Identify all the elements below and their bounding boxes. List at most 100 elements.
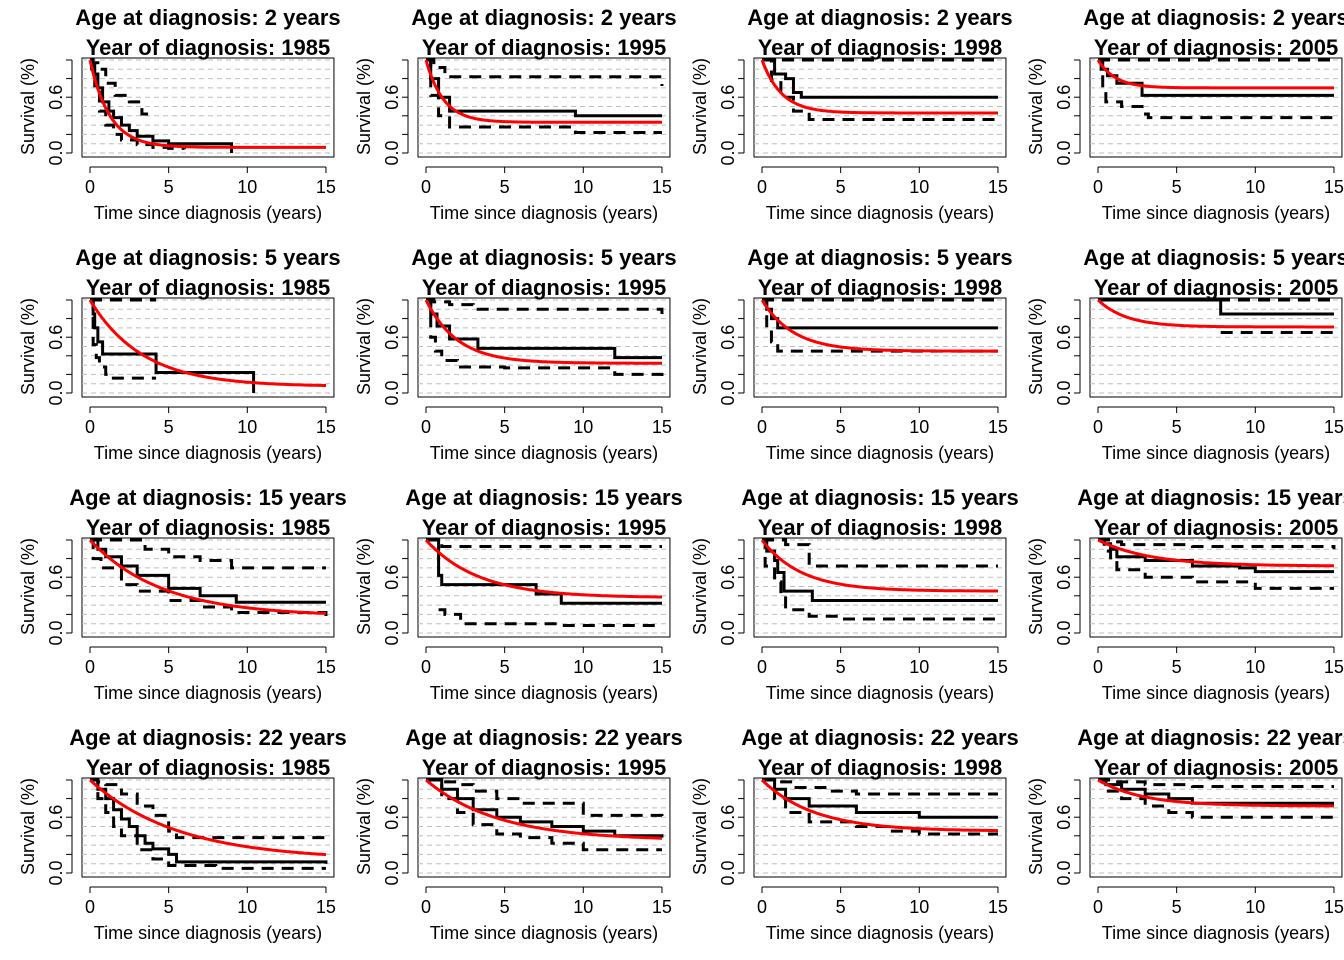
x-axis-label: Time since diagnosis (years) — [430, 443, 658, 463]
x-tick-label: 15 — [988, 657, 1008, 677]
panel-title-age: Age at diagnosis: 2 years — [75, 5, 340, 30]
x-tick-label: 10 — [909, 177, 929, 197]
survival-panel-6: 0 5 10 15 0.0 0.6 Survival (%) Time since diagn… — [690, 245, 1013, 463]
ci-lower-line — [1098, 778, 1334, 819]
x-axis-label: Time since diagnosis (years) — [94, 923, 322, 943]
x-tick-label: 15 — [316, 417, 336, 437]
plot-area — [417, 57, 671, 158]
ci-upper-line — [426, 778, 664, 818]
x-tick-label: 5 — [836, 417, 846, 437]
model-curve — [1097, 778, 1334, 808]
x-tick-label: 5 — [836, 897, 846, 917]
panel-title-year: Year of diagnosis: 2005 — [1094, 755, 1339, 780]
x-tick-label: 0 — [1093, 417, 1103, 437]
y-tick-label: 0.0 — [718, 860, 738, 885]
ci-lower-line — [762, 538, 998, 621]
y-axis-label: Survival (%) — [690, 538, 710, 635]
km-curve — [1098, 298, 1334, 316]
survival-panel-1: 0 5 10 15 0.0 0.6 Survival (%) Time since diagn… — [354, 5, 677, 223]
y-axis-label: Survival (%) — [690, 58, 710, 155]
panel-title-year: Year of diagnosis: 1998 — [758, 515, 1003, 540]
panel-title-year: Year of diagnosis: 1985 — [86, 275, 331, 300]
ci-lower-line — [90, 538, 328, 617]
y-tick-label: 0.6 — [382, 805, 402, 830]
x-tick-label: 10 — [1245, 897, 1265, 917]
y-tick-label: 0.6 — [382, 565, 402, 590]
x-tick-label: 15 — [988, 417, 1008, 437]
panel-title-year: Year of diagnosis: 1995 — [422, 275, 667, 300]
x-tick-label: 5 — [1172, 177, 1182, 197]
km-curve — [90, 298, 256, 393]
x-tick-label: 15 — [1324, 177, 1344, 197]
y-tick-label: 0.0 — [382, 860, 402, 885]
model-curve — [760, 778, 998, 833]
y-tick-label: 0.0 — [718, 620, 738, 645]
y-tick-label: 0.6 — [46, 565, 66, 590]
survival-panel-2: 0 5 10 15 0.0 0.6 Survival (%) Time since diagn… — [690, 5, 1013, 223]
y-tick-label: 0.6 — [718, 565, 738, 590]
y-tick-label: 0.0 — [1054, 380, 1074, 405]
x-tick-label: 15 — [1324, 897, 1344, 917]
survival-panel-9: 0 5 10 15 0.0 0.6 Survival (%) Time since diagn… — [354, 485, 683, 703]
x-tick-label: 0 — [757, 897, 767, 917]
panel-title-age: Age at diagnosis: 22 years — [1077, 725, 1344, 750]
survival-panel-14: 0 5 10 15 0.0 0.6 Survival (%) Time since diagn… — [690, 725, 1019, 943]
ci-lower-line — [438, 608, 662, 628]
panel-title-age: Age at diagnosis: 2 years — [1083, 5, 1344, 30]
y-axis-label: Survival (%) — [1026, 58, 1046, 155]
x-tick-label: 15 — [1324, 417, 1344, 437]
y-tick-label: 0.6 — [46, 85, 66, 110]
plot-area — [81, 297, 335, 398]
x-axis-label: Time since diagnosis (years) — [94, 203, 322, 223]
ci-upper-line — [1098, 778, 1334, 789]
x-tick-label: 0 — [757, 177, 767, 197]
x-axis-label: Time since diagnosis (years) — [766, 203, 994, 223]
x-tick-label: 5 — [500, 417, 510, 437]
y-axis-label: Survival (%) — [18, 298, 38, 395]
ci-lower-line — [90, 298, 157, 380]
x-tick-label: 15 — [652, 177, 672, 197]
x-tick-label: 15 — [316, 177, 336, 197]
x-tick-label: 10 — [909, 417, 929, 437]
y-tick-label: 0.6 — [1054, 85, 1074, 110]
y-axis-label: Survival (%) — [18, 778, 38, 875]
ci-upper-line — [426, 58, 664, 87]
x-tick-label: 5 — [500, 897, 510, 917]
ci-lower-line — [762, 778, 998, 836]
km-curve — [426, 778, 664, 838]
y-axis-label: Survival (%) — [690, 298, 710, 395]
x-tick-label: 0 — [85, 177, 95, 197]
survival-panel-3: 0 5 10 15 0.0 0.6 Survival (%) Time since diagn… — [1026, 5, 1344, 223]
y-tick-label: 0.0 — [1054, 140, 1074, 165]
km-curve — [762, 778, 998, 819]
x-axis-label: Time since diagnosis (years) — [430, 203, 658, 223]
x-tick-label: 0 — [85, 417, 95, 437]
x-tick-label: 10 — [1245, 657, 1265, 677]
x-tick-label: 0 — [757, 657, 767, 677]
panel-title-year: Year of diagnosis: 1985 — [86, 755, 331, 780]
y-axis-label: Survival (%) — [354, 298, 374, 395]
x-tick-label: 10 — [573, 657, 593, 677]
x-axis-label: Time since diagnosis (years) — [1102, 203, 1330, 223]
panel-title-age: Age at diagnosis: 2 years — [411, 5, 676, 30]
ci-upper-line — [426, 298, 664, 314]
model-curve — [424, 59, 662, 124]
panel-title-age: Age at diagnosis: 15 years — [69, 485, 347, 510]
ci-upper-line — [1098, 538, 1336, 550]
y-tick-label: 0.0 — [382, 140, 402, 165]
model-curve — [88, 59, 326, 149]
model-curve — [89, 778, 327, 857]
y-tick-label: 0.0 — [718, 380, 738, 405]
y-tick-label: 0.0 — [382, 380, 402, 405]
y-tick-label: 0.6 — [1054, 325, 1074, 350]
x-tick-label: 5 — [1172, 897, 1182, 917]
panel-title-age: Age at diagnosis: 22 years — [405, 725, 683, 750]
y-tick-label: 0.6 — [1054, 805, 1074, 830]
model-curve — [1096, 59, 1334, 90]
model-curve — [424, 299, 662, 365]
y-tick-label: 0.6 — [718, 85, 738, 110]
x-tick-label: 10 — [237, 897, 257, 917]
plot-area — [81, 57, 335, 158]
x-axis-label: Time since diagnosis (years) — [1102, 923, 1330, 943]
